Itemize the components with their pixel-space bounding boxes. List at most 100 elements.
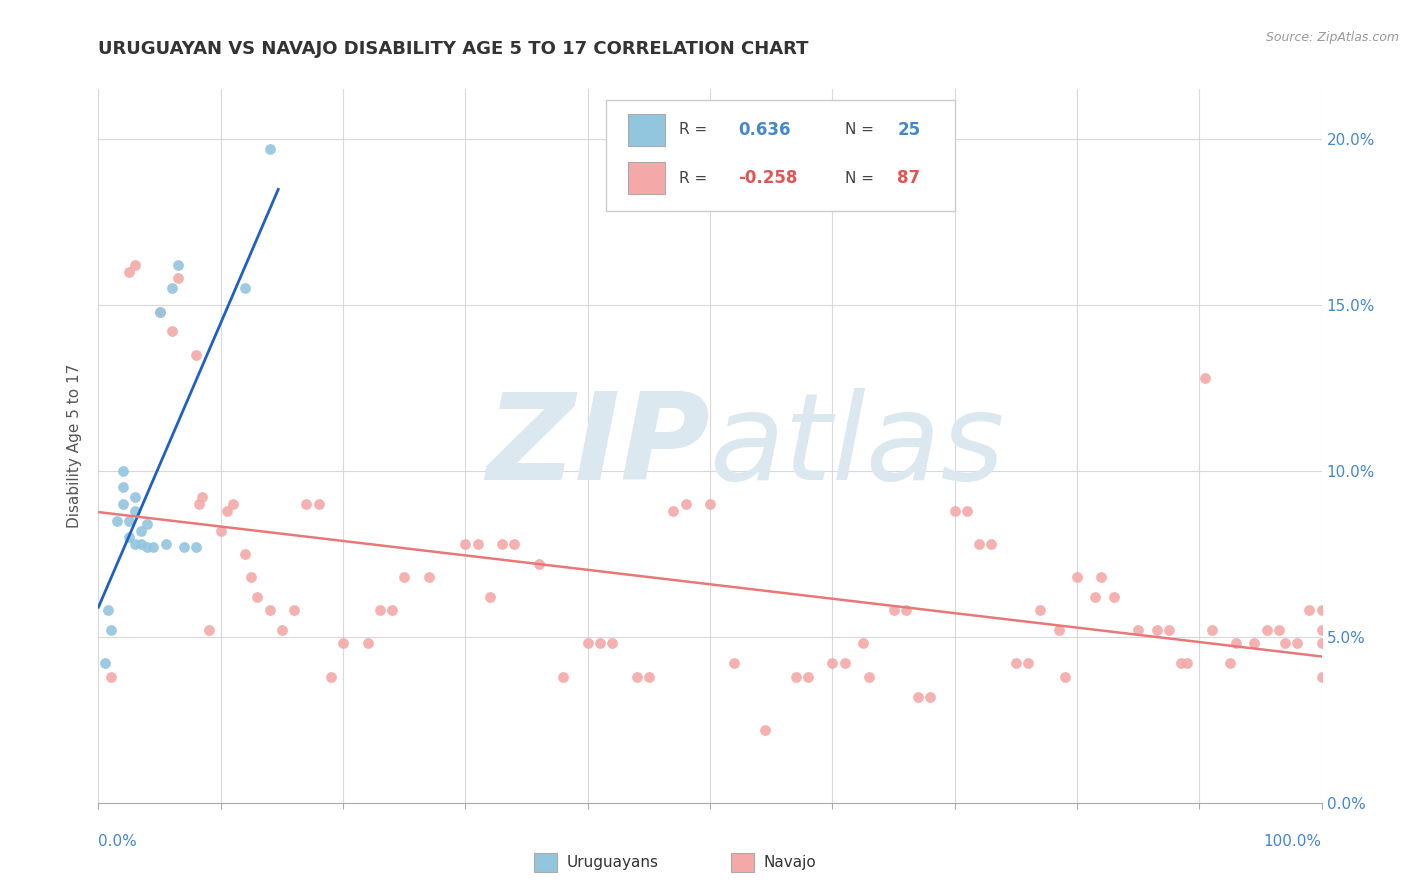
Text: 100.0%: 100.0% <box>1264 834 1322 849</box>
Text: R =: R = <box>679 171 713 186</box>
Text: ZIP: ZIP <box>486 387 710 505</box>
Text: 0.636: 0.636 <box>738 121 790 139</box>
Point <box>149 304 172 318</box>
Point <box>858 670 880 684</box>
Point <box>233 281 256 295</box>
Point <box>111 481 134 495</box>
Text: 0.0%: 0.0% <box>98 834 138 849</box>
Point <box>454 537 477 551</box>
Point <box>1310 624 1333 638</box>
Point <box>167 271 190 285</box>
Text: N =: N = <box>845 122 879 137</box>
Point <box>576 636 599 650</box>
Point <box>129 537 152 551</box>
Point <box>100 624 122 638</box>
Point <box>160 325 183 339</box>
Point <box>1084 590 1107 604</box>
Point <box>1170 657 1192 671</box>
Point <box>155 537 177 551</box>
Point <box>209 524 232 538</box>
Point <box>167 258 190 272</box>
Point <box>197 624 219 638</box>
Point <box>491 537 513 551</box>
Point <box>319 670 342 684</box>
Point <box>723 657 745 671</box>
Text: -0.258: -0.258 <box>738 169 797 187</box>
Point <box>920 690 942 704</box>
Point <box>93 657 115 671</box>
Point <box>1256 624 1278 638</box>
Point <box>111 497 134 511</box>
Point <box>1298 603 1320 617</box>
Point <box>589 636 612 650</box>
Point <box>1286 636 1309 650</box>
Point <box>259 142 281 156</box>
Point <box>821 657 844 671</box>
Point <box>785 670 807 684</box>
Point <box>368 603 391 617</box>
Point <box>1274 636 1296 650</box>
Point <box>503 537 526 551</box>
Point <box>308 497 330 511</box>
Text: N =: N = <box>845 171 879 186</box>
Point <box>392 570 416 584</box>
Point <box>240 570 263 584</box>
Point <box>332 636 354 650</box>
Point <box>1047 624 1070 638</box>
Point <box>381 603 404 617</box>
Point <box>160 281 183 295</box>
Point <box>967 537 990 551</box>
Point <box>1201 624 1223 638</box>
Point <box>956 504 979 518</box>
Text: Source: ZipAtlas.com: Source: ZipAtlas.com <box>1265 31 1399 45</box>
Text: Navajo: Navajo <box>763 855 817 870</box>
Point <box>97 603 120 617</box>
Point <box>894 603 917 617</box>
Text: atlas: atlas <box>710 387 1005 505</box>
FancyBboxPatch shape <box>628 162 665 194</box>
Point <box>1310 636 1333 650</box>
Point <box>118 265 141 279</box>
Point <box>754 723 776 737</box>
Text: R =: R = <box>679 122 713 137</box>
Point <box>1225 636 1247 650</box>
Point <box>111 464 134 478</box>
Point <box>222 497 245 511</box>
Point <box>105 514 128 528</box>
Point <box>1194 371 1216 385</box>
Point <box>626 670 648 684</box>
Point <box>418 570 440 584</box>
Point <box>136 516 159 531</box>
Point <box>191 491 214 505</box>
Point <box>1146 624 1168 638</box>
Point <box>1102 590 1125 604</box>
FancyBboxPatch shape <box>628 114 665 146</box>
Point <box>1310 670 1333 684</box>
Point <box>1268 624 1291 638</box>
Point <box>1066 570 1088 584</box>
Point <box>478 590 501 604</box>
Point <box>883 603 905 617</box>
Point <box>467 537 489 551</box>
Point <box>600 636 623 650</box>
Point <box>259 603 281 617</box>
Text: 25: 25 <box>897 121 921 139</box>
Point <box>149 304 172 318</box>
Point <box>527 557 550 571</box>
Text: 87: 87 <box>897 169 921 187</box>
Point <box>186 540 208 554</box>
Point <box>118 530 141 544</box>
Point <box>270 624 294 638</box>
Point <box>1017 657 1039 671</box>
Point <box>553 670 575 684</box>
Point <box>1004 657 1026 671</box>
Point <box>1029 603 1052 617</box>
Point <box>852 636 875 650</box>
Point <box>173 540 195 554</box>
Point <box>186 348 208 362</box>
Point <box>118 514 141 528</box>
Point <box>943 504 966 518</box>
Point <box>233 547 256 561</box>
Point <box>1128 624 1150 638</box>
Point <box>136 540 159 554</box>
